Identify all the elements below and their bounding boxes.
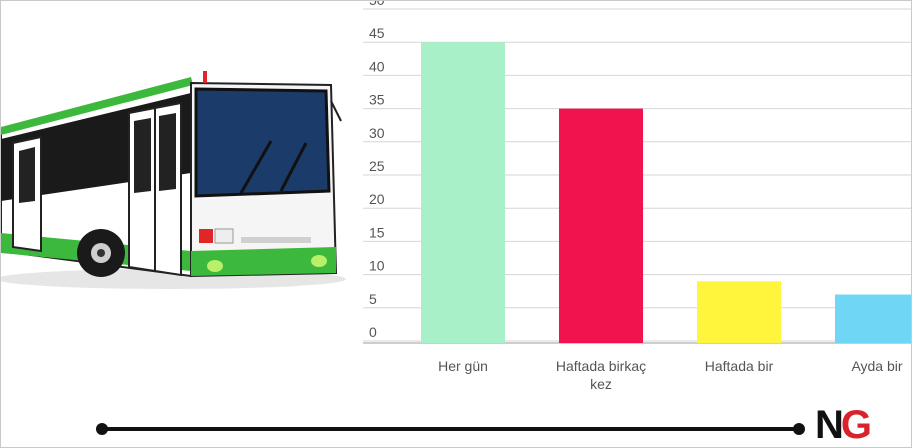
timeline-line [101, 427, 799, 431]
x-tick-label: Haftada birkaç [556, 358, 646, 374]
bar [835, 294, 911, 343]
y-tick-label: 35 [369, 92, 385, 108]
timeline-dot-start [96, 423, 108, 435]
y-tick-label: 40 [369, 58, 385, 74]
x-tick-label: Haftada bir [705, 358, 774, 374]
x-tick-label: Her gün [438, 358, 488, 374]
y-tick-label: 50 [369, 1, 385, 8]
bar [421, 42, 505, 343]
bus-icon [1, 71, 346, 289]
brand-logo: NG [815, 403, 872, 447]
bar [697, 281, 781, 343]
y-tick-label: 30 [369, 125, 385, 141]
y-tick-label: 45 [369, 25, 385, 41]
y-tick-label: 0 [369, 324, 377, 340]
x-tick-label: Ayda bir [851, 358, 902, 374]
bars [421, 42, 911, 343]
y-axis-ticks: 0 5 10 15 20 25 30 35 40 45 50 [369, 1, 385, 340]
y-tick-label: 20 [369, 191, 385, 207]
timeline-dot-end [793, 423, 805, 435]
bar [559, 108, 643, 343]
y-tick-label: 10 [369, 258, 385, 274]
y-tick-label: 25 [369, 158, 385, 174]
x-axis-labels: Her gün Haftada birkaç kez Haftada bir Ayda … [438, 358, 903, 392]
y-tick-label: 15 [369, 224, 385, 240]
y-tick-label: 5 [369, 291, 377, 307]
x-tick-label: kez [590, 376, 612, 392]
